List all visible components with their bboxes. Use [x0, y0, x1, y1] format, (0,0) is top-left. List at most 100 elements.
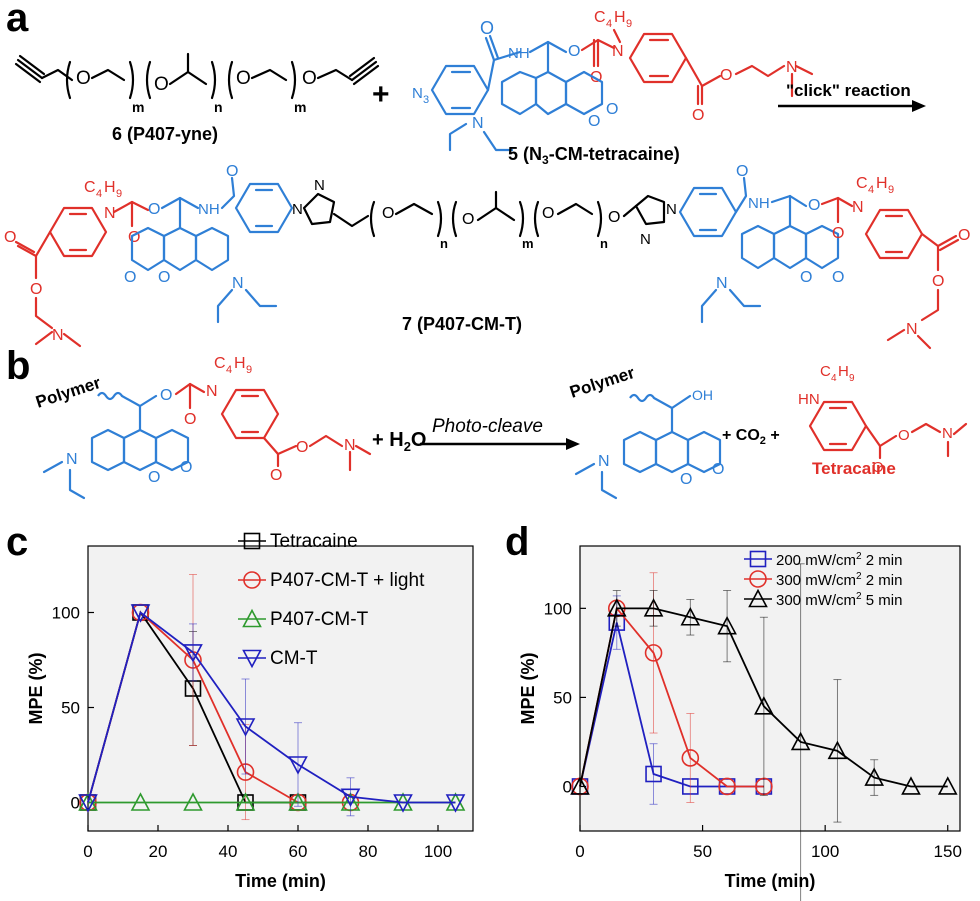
data-point [393, 794, 413, 813]
svg-text:O: O [180, 459, 192, 476]
data-point [606, 598, 627, 617]
svg-text:C: C [594, 9, 606, 26]
legend-marker [242, 608, 262, 628]
x-axis-label: Time (min) [235, 871, 326, 891]
chart-d: 0 50 100 150 0 50 100 Time (min) MPE (%) 200 mW/c… [518, 545, 962, 901]
svg-text:O: O [158, 269, 170, 286]
legend-marker [242, 649, 262, 669]
x-tick-label: 20 [149, 842, 168, 861]
svg-text:C: C [820, 363, 831, 380]
svg-text:C: C [84, 179, 96, 196]
compound-6-label: 6 (P407-yne) [112, 124, 218, 144]
svg-text:N: N [852, 199, 864, 216]
svg-text:N: N [666, 201, 677, 218]
data-point [645, 765, 662, 783]
svg-text:9: 9 [246, 364, 252, 376]
svg-text:N: N [716, 275, 728, 292]
svg-text:NH: NH [508, 45, 530, 62]
y-tick-label: 50 [553, 688, 572, 707]
data-point [183, 644, 203, 663]
svg-text:N: N [314, 177, 325, 194]
data-point [827, 740, 848, 760]
y-tick-label: 100 [52, 604, 80, 623]
data-point [340, 788, 361, 808]
svg-text:O: O [154, 74, 169, 95]
series-line [87, 610, 456, 804]
svg-text:O: O [608, 209, 620, 226]
svg-text:N: N [52, 327, 64, 344]
svg-text:O: O [872, 459, 884, 476]
series-2 [570, 563, 958, 901]
svg-text:O: O [382, 205, 394, 222]
x-tick-label: 60 [289, 842, 308, 861]
legend-marker [243, 571, 261, 589]
data-point [790, 731, 811, 751]
y-axis-label: MPE (%) [26, 652, 46, 724]
panel-letter-d: d [505, 520, 530, 564]
chart-c: 0 20 40 60 80 100 0 50 100 Time (min) MPE (%) Tetra… [26, 531, 474, 891]
svg-text:O: O [736, 163, 748, 180]
y-axis-label: MPE (%) [518, 652, 538, 724]
x-tick-label: 0 [575, 842, 584, 861]
polymer-label-left: Polymer [33, 373, 103, 412]
svg-text:HN: HN [798, 391, 820, 408]
svg-text:N: N [640, 231, 651, 248]
x-tick-label: 150 [934, 842, 962, 861]
legend-marker [748, 588, 768, 608]
atom-o: O [76, 68, 91, 89]
x-tick-label: 80 [359, 842, 378, 861]
x-tick-label: 50 [693, 842, 712, 861]
y-tick-label: 50 [61, 699, 80, 718]
svg-text:n: n [600, 236, 608, 251]
x-tick-label: 100 [424, 842, 452, 861]
svg-text:O: O [606, 101, 618, 118]
data-point [901, 776, 921, 795]
svg-text:n: n [440, 236, 448, 251]
svg-text:O: O [302, 68, 317, 89]
legend-label: CM-T [270, 648, 318, 669]
svg-text:O: O [720, 67, 732, 84]
svg-text:4: 4 [226, 364, 232, 376]
svg-text:O: O [692, 107, 704, 124]
data-point [644, 644, 663, 662]
svg-text:O: O [480, 18, 494, 38]
data-point [183, 792, 203, 811]
data-point [288, 792, 308, 811]
legend-label: P407-CM-T [270, 609, 369, 630]
svg-text:O: O [932, 273, 944, 290]
data-point [445, 794, 466, 813]
svg-text:O: O [542, 205, 554, 222]
x-tick-label: 0 [83, 842, 92, 861]
legend-marker [243, 532, 261, 550]
svg-text:N: N [232, 275, 244, 292]
series-line [579, 607, 948, 788]
svg-text:O: O [236, 68, 251, 89]
svg-text:N: N [612, 43, 624, 60]
svg-text:O: O [832, 225, 844, 242]
legend-label: Tetracaine [270, 531, 358, 552]
y-tick-label: 0 [563, 777, 572, 796]
svg-text:N: N [344, 437, 356, 454]
data-point [235, 718, 256, 737]
data-point [680, 607, 701, 626]
data-point [78, 794, 98, 813]
legend: Tetracaine P407-CM-T + light P407-CM-T CM-T [238, 531, 425, 669]
svg-text:N: N [786, 59, 798, 76]
svg-text:4: 4 [96, 188, 102, 200]
svg-text:9: 9 [888, 184, 894, 196]
legend-label: 200 mW/cm2 2 min [776, 551, 902, 569]
svg-text:4: 4 [606, 18, 612, 30]
click-reaction-label: "click" reaction [786, 81, 911, 100]
svg-text:N: N [104, 205, 116, 222]
svg-text:H: H [234, 355, 246, 372]
svg-text:N: N [942, 425, 953, 442]
legend: 200 mW/cm2 2 min 300 mW/cm2 2 min 300 mW/c… [744, 550, 902, 609]
svg-text:OH: OH [692, 387, 713, 403]
click-arrow-head [912, 100, 926, 112]
svg-text:O: O [808, 197, 820, 214]
svg-text:m: m [132, 99, 144, 115]
data-point [681, 749, 700, 767]
data-point [288, 756, 308, 775]
photocleave-product: Polymer OH O O N [567, 363, 724, 500]
panel-letter-a: a [6, 0, 29, 40]
